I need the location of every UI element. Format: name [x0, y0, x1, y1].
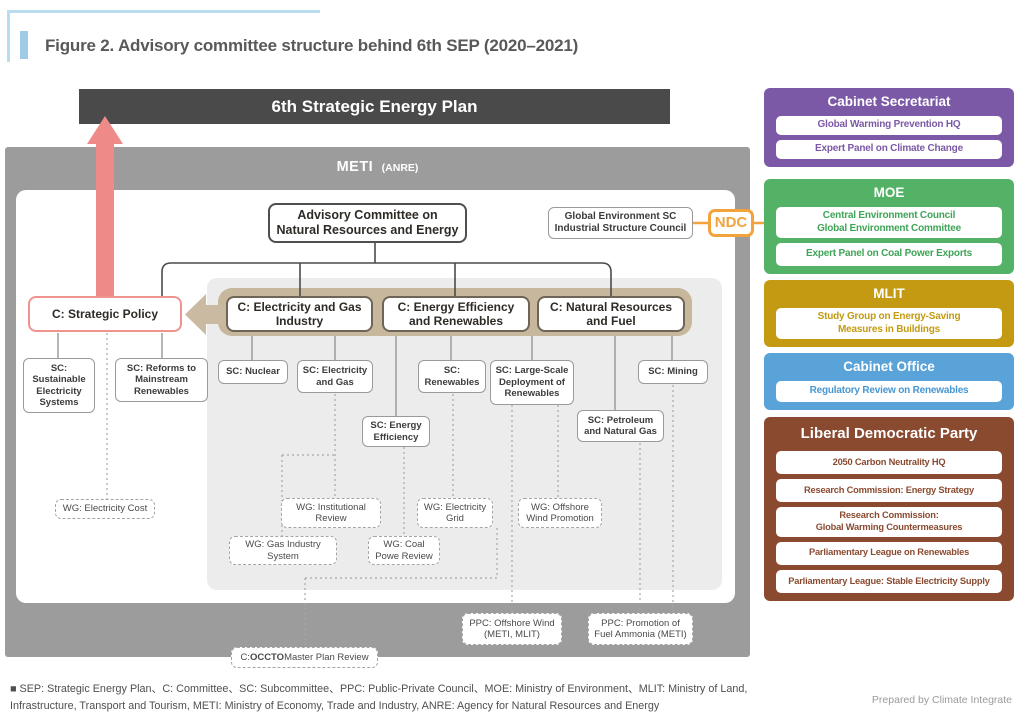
section-title: Cabinet Secretariat — [827, 94, 951, 109]
wg-institutional-review: WG: Institutional Review — [281, 498, 381, 528]
sc-electricity-and-gas: SC: Electricity and Gas — [297, 360, 373, 393]
ppc-offshore-wind: PPC: Offshore Wind (METI, MLIT) — [462, 613, 562, 645]
footnote: ■ SEP: Strategic Energy Plan、C: Committe… — [10, 681, 810, 716]
footnote-line-1: ■ SEP: Strategic Energy Plan、C: Committe… — [10, 683, 748, 695]
sc-energy-efficiency: SC: Energy Efficiency — [362, 416, 430, 447]
global-environment-sc-box: Global Environment SC Industrial Structu… — [548, 207, 693, 239]
wg-electricity-cost: WG: Electricity Cost — [55, 499, 155, 519]
occto-bold: OCCTO — [249, 651, 285, 663]
occto-rest: Master Plan Review — [284, 651, 369, 663]
figure-title: Figure 2. Advisory committee structure b… — [45, 36, 579, 55]
section-cabinet-secretariat: Cabinet Secretariat Global Warming Preve… — [764, 88, 1014, 167]
wg-electricity-grid: WG: Electricity Grid — [417, 498, 493, 528]
section-title: MOE — [873, 185, 905, 200]
meti-label: METI — [336, 159, 374, 175]
anre-label: (ANRE) — [381, 162, 419, 174]
sep-plan-box: 6th Strategic Energy Plan — [79, 89, 670, 124]
advisory-committee-box: Advisory Committee on Natural Resources … — [268, 203, 467, 243]
occto-prefix: C: — [240, 651, 250, 663]
sc-large-scale-deployment-renewables: SC: Large-Scale Deployment of Renewables — [490, 360, 574, 405]
sidebar-item-2050-carbon-neutrality-hq: 2050 Carbon Neutrality HQ — [776, 451, 1002, 475]
sc-nuclear: SC: Nuclear — [218, 360, 288, 384]
sc-reforms-mainstream-renewables: SC: Reforms to Mainstream Renewables — [115, 358, 208, 402]
title-frame-left-line — [7, 10, 10, 62]
section-moe: MOE Central Environment Council Global E… — [764, 179, 1014, 274]
footnote-line-2: Infrastructure, Transport and Tourism, M… — [10, 700, 660, 713]
sidebar-item-rc-energy-strategy: Research Commission: Energy Strategy — [776, 479, 1002, 503]
sidebar-item-central-environment-council: Central Environment Council Global Envir… — [776, 207, 1002, 238]
sidebar-item-rc-global-warming: Research Commission: Global Warming Coun… — [776, 507, 1002, 537]
occto-master-plan-review: C: OCCTO Master Plan Review — [231, 647, 378, 668]
sc-mining: SC: Mining — [638, 360, 708, 384]
section-title: Liberal Democratic Party — [800, 425, 978, 442]
title-frame-top-line — [7, 10, 320, 13]
section-title: MLIT — [873, 286, 905, 301]
sc-sustainable-electricity-systems: SC: Sustainable Electricity Systems — [23, 358, 95, 413]
credit-text: Prepared by Climate Integrate — [871, 694, 1012, 706]
committee-strategic-policy: C: Strategic Policy — [28, 296, 182, 332]
committee-natural-resources-fuel: C: Natural Resources and Fuel — [537, 296, 685, 332]
sidebar-item-expert-panel-climate-change: Expert Panel on Climate Change — [776, 140, 1002, 159]
wg-gas-industry-system: WG: Gas Industry System — [229, 536, 337, 565]
sc-renewables: SC: Renewables — [418, 360, 486, 393]
sidebar-item-study-group-energy-saving: Study Group on Energy-Saving Measures in… — [776, 308, 1002, 339]
wg-coal-power-review: WG: Coal Powe Review — [368, 536, 440, 565]
ndc-box: NDC — [708, 209, 754, 237]
sc-petroleum-natural-gas: SC: Petroleum and Natural Gas — [577, 410, 664, 442]
sidebar-item-parl-league-renewables: Parliamentary League on Renewables — [776, 541, 1002, 565]
sidebar-item-global-warming-prevention-hq: Global Warming Prevention HQ — [776, 116, 1002, 135]
sidebar-item-regulatory-review-renewables: Regulatory Review on Renewables — [776, 381, 1002, 402]
section-mlit: MLIT Study Group on Energy-Saving Measur… — [764, 280, 1014, 347]
sidebar-item-expert-panel-coal-power-exports: Expert Panel on Coal Power Exports — [776, 243, 1002, 266]
wg-offshore-wind-promotion: WG: Offshore Wind Promotion — [518, 498, 602, 528]
committee-energy-efficiency-renewables: C: Energy Efficiency and Renewables — [382, 296, 530, 332]
section-liberal-democratic-party: Liberal Democratic Party 2050 Carbon Neu… — [764, 417, 1014, 601]
sidebar-item-parl-league-stable-electricity: Parliamentary League: Stable Electricity… — [776, 569, 1002, 594]
ppc-fuel-ammonia: PPC: Promotion of Fuel Ammonia (METI) — [588, 613, 693, 645]
section-cabinet-office: Cabinet Office Regulatory Review on Rene… — [764, 353, 1014, 410]
section-title: Cabinet Office — [843, 359, 935, 374]
committee-electricity-gas-industry: C: Electricity and Gas Industry — [226, 296, 373, 332]
meti-header: METI (ANRE) — [5, 158, 750, 176]
title-accent-bar — [20, 31, 28, 59]
